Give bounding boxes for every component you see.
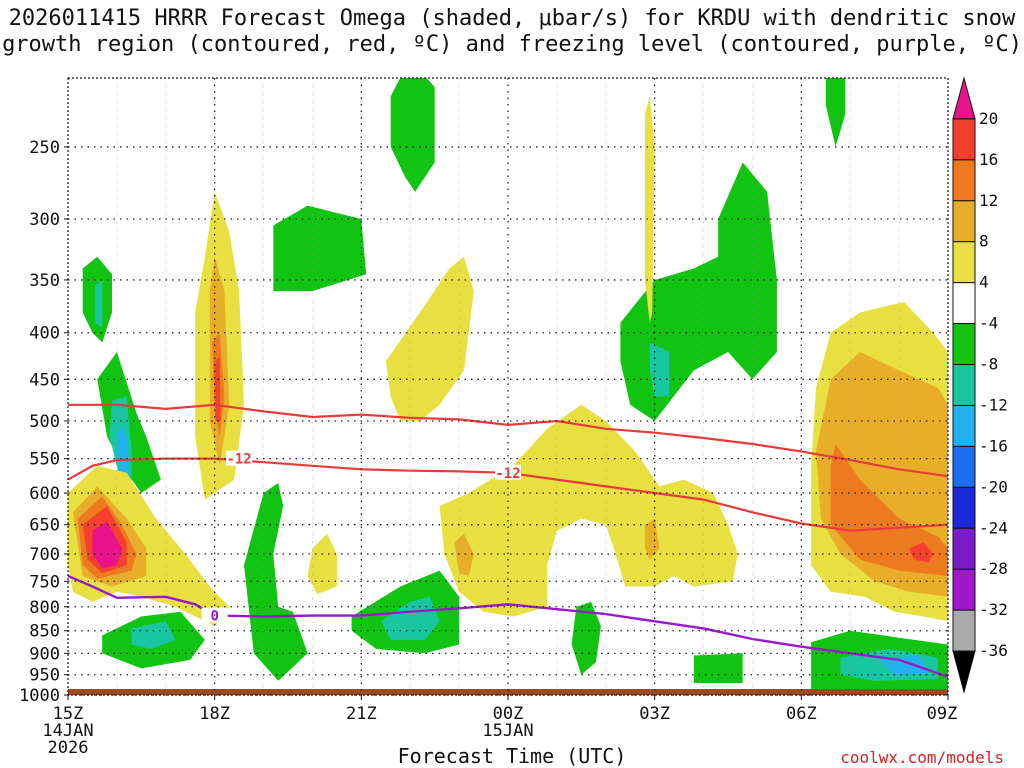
colorbar-segment-10 xyxy=(952,486,976,529)
x-tick-label-06Z: 06Z xyxy=(786,704,817,724)
colorbar-label--28: -28 xyxy=(979,559,1008,578)
omega-region-blue-core-17z xyxy=(116,424,130,480)
y-tick-label-800: 800 xyxy=(29,598,60,618)
y-tick-label-450: 450 xyxy=(29,370,60,390)
y-tick-label-550: 550 xyxy=(29,450,60,470)
y-tick-label-700: 700 xyxy=(29,545,60,565)
colorbar-segment-4 xyxy=(952,241,976,284)
x-tick-label-03Z: 03Z xyxy=(639,704,670,724)
colorbar-label--20: -20 xyxy=(979,477,1008,496)
omega-region-green-lowlevel-06z xyxy=(693,653,743,683)
dgz-label--12-0: -12 xyxy=(226,452,251,468)
y-tick-label-400: 400 xyxy=(29,324,60,344)
descent-region-yellow-2330z-broad xyxy=(439,404,738,617)
omega-region-green-300-21z xyxy=(273,205,367,292)
colorbar-segment-3 xyxy=(952,200,976,243)
dgz-label--12-0-bg xyxy=(226,450,253,466)
x-tick-label-00Z: 00Z xyxy=(493,704,524,724)
omega-region-green-column-19z xyxy=(244,483,308,681)
omega-region-green-top-0630z xyxy=(825,78,846,147)
colorbar-segment-2 xyxy=(952,159,976,202)
omega-region-green-01z-lowlevel xyxy=(571,601,601,675)
freezing-level-contour xyxy=(68,574,948,678)
omega-region-blue-lowlevel-08z xyxy=(879,655,929,675)
descent-region-orange-2330z xyxy=(454,533,474,576)
omega-region-green-ascent-03z xyxy=(620,162,777,421)
omega-region-cyan-350 xyxy=(94,280,103,328)
chart-title-line-2: growth region (contoured, red, ºC) and f… xyxy=(2,32,1022,57)
y-tick-label-750: 750 xyxy=(29,572,60,592)
colorbar-label-16: 16 xyxy=(979,150,998,169)
dgz-contour--15 xyxy=(68,403,948,478)
colorbar: 20 16 12 8 4 -4 -8 -12 -16 -20 -24 -28 -32 -36 xyxy=(952,76,1008,694)
shaded-layer xyxy=(68,78,948,695)
y-tick-label-1000: 1000 xyxy=(19,686,60,706)
colorbar-label--32: -32 xyxy=(979,600,1008,619)
colorbar-label--16: -16 xyxy=(979,436,1008,455)
colorbar-top-arrow xyxy=(952,76,976,120)
omega-region-ascent-15z-16z xyxy=(97,352,161,493)
descent-region-yellow-sliver-02z xyxy=(644,96,655,323)
colorbar-label--36: -36 xyxy=(979,641,1008,660)
y-tick-label-650: 650 xyxy=(29,516,60,536)
y-tick-label-900: 900 xyxy=(29,644,60,664)
colorbar-label-4: 4 xyxy=(979,273,989,292)
y-tick-label-600: 600 xyxy=(29,484,60,504)
descent-region-orange-0230z xyxy=(644,518,660,560)
freezing-label-0-bg xyxy=(201,607,228,623)
colorbar-segment-6 xyxy=(952,323,976,366)
dgz-label--12-1: -12 xyxy=(495,466,520,482)
x-tick-label-18Z: 18Z xyxy=(199,704,230,724)
y-tick-label-300: 300 xyxy=(29,210,60,230)
colorbar-label--24: -24 xyxy=(979,518,1008,537)
chart-title-line-1: 2026011415 HRRR Forecast Omega (shaded, … xyxy=(8,6,1016,31)
descent-region-red-east-0830z xyxy=(908,542,934,563)
colorbar-label--4: -4 xyxy=(979,314,998,333)
x-tick-sublabel-00Z: 15JAN xyxy=(482,721,533,741)
y-tick-label-500: 500 xyxy=(29,412,60,432)
colorbar-segment-7 xyxy=(952,364,976,406)
ground-surface xyxy=(68,689,948,695)
colorbar-segment-13 xyxy=(952,609,976,652)
colorbar-segment-9 xyxy=(952,445,976,488)
descent-region-red-18z xyxy=(214,356,221,421)
y-tick-label-250: 250 xyxy=(29,138,60,158)
descent-region-magenta-1530z xyxy=(92,521,122,568)
plot-area: -12 -12 0 250 300 350 400 450 500 550 600 650 700 750… xyxy=(19,77,958,758)
x-tick-sublabel-15Z: 14JAN xyxy=(42,721,93,741)
colorbar-segment-11 xyxy=(952,527,976,570)
descent-region-yellow-2230z xyxy=(385,256,474,421)
colorbar-segment-8 xyxy=(952,404,976,447)
omega-region-cyan-03z xyxy=(649,342,670,397)
x-axis-label: Forecast Time (UTC) xyxy=(397,744,627,768)
omega-region-cyan-lowlevel-22z xyxy=(380,596,440,640)
x-tick-sublabel2-15Z: 2026 xyxy=(48,738,89,758)
colorbar-segment-12 xyxy=(952,568,976,611)
x-tick-label-21Z: 21Z xyxy=(346,704,377,724)
omega-region-cyan-lowlevel-1730z xyxy=(131,621,176,649)
colorbar-bottom-arrow xyxy=(952,650,976,694)
x-tick-label-09Z: 09Z xyxy=(927,704,958,724)
colorbar-label-8: 8 xyxy=(979,232,989,251)
credit-link[interactable]: coolwx.com/models xyxy=(840,748,1004,767)
colorbar-label--8: -8 xyxy=(979,355,998,374)
y-tick-label-350: 350 xyxy=(29,271,60,291)
dgz-label--12-1-bg xyxy=(495,464,521,480)
freezing-label-0: 0 xyxy=(210,609,218,625)
descent-region-darkorange-east-08z xyxy=(830,444,948,576)
descent-region-yellow-20z-mid xyxy=(307,533,337,595)
colorbar-label-20: 20 xyxy=(979,109,998,128)
colorbar-label-12: 12 xyxy=(979,191,998,210)
colorbar-label--12: -12 xyxy=(979,395,1008,414)
dgz-contour--12 xyxy=(68,457,948,532)
colorbar-segment-5 xyxy=(952,282,976,325)
omega-region-green-250-22z xyxy=(390,78,435,192)
y-tick-label-950: 950 xyxy=(29,666,60,686)
colorbar-segment-1 xyxy=(952,118,976,161)
x-tick-label-15Z: 15Z xyxy=(53,704,84,724)
y-tick-label-850: 850 xyxy=(29,622,60,642)
